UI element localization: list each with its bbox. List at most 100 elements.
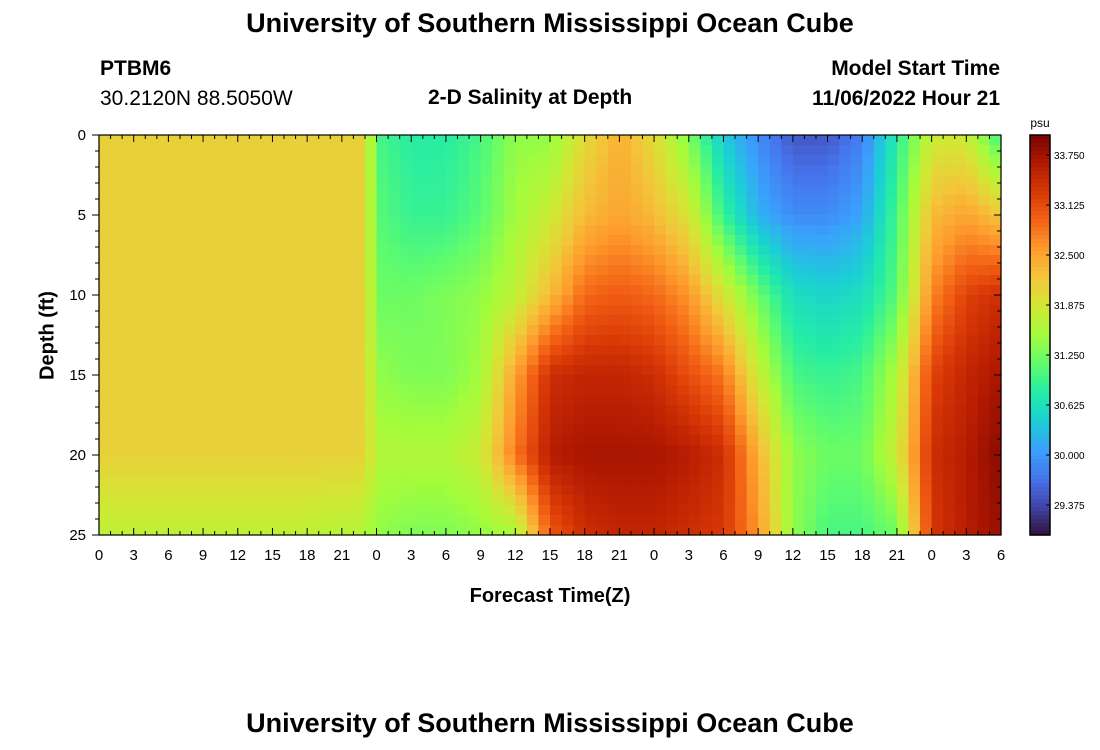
heatmap-cell	[920, 235, 933, 246]
heatmap-cell	[677, 415, 690, 426]
heatmap-cell	[168, 375, 181, 386]
heatmap-cell	[388, 285, 401, 296]
heatmap-cell	[746, 465, 759, 476]
heatmap-cell	[688, 415, 701, 426]
heatmap-cell	[711, 425, 725, 436]
heatmap-cell	[758, 355, 771, 366]
heatmap-cell	[619, 205, 632, 216]
heatmap-cell	[179, 315, 193, 326]
heatmap-cell	[445, 175, 459, 186]
colorbar-segment	[1030, 487, 1050, 492]
heatmap-cell	[318, 245, 331, 256]
heatmap-cell	[596, 185, 609, 196]
colorbar-segment	[1030, 231, 1050, 236]
heatmap-cell	[573, 405, 586, 416]
colorbar-segment	[1030, 143, 1050, 148]
heatmap-cell	[353, 295, 366, 306]
heatmap-cell	[769, 505, 782, 516]
heatmap-cell	[110, 365, 123, 376]
heatmap-cell	[318, 275, 331, 286]
heatmap-cell	[781, 155, 794, 166]
heatmap-cell	[630, 235, 644, 246]
heatmap-cell	[746, 255, 759, 266]
heatmap-cell	[434, 485, 447, 496]
heatmap-cell	[122, 465, 135, 476]
heatmap-cell	[550, 195, 563, 206]
heatmap-cell	[550, 235, 563, 246]
heatmap-cell	[526, 175, 540, 186]
heatmap-cell	[815, 395, 829, 406]
heatmap-cell	[596, 175, 609, 186]
heatmap-cell	[735, 435, 748, 446]
heatmap-cell	[376, 285, 389, 296]
heatmap-cell	[873, 455, 886, 466]
heatmap-cell	[792, 305, 806, 316]
heatmap-cell	[260, 505, 274, 516]
heatmap-cell	[422, 235, 435, 246]
heatmap-cell	[573, 155, 586, 166]
heatmap-cell	[688, 395, 701, 406]
heatmap-cell	[561, 245, 574, 256]
heatmap-cell	[688, 495, 701, 506]
heatmap-cell	[260, 285, 274, 296]
heatmap-cell	[677, 475, 690, 486]
heatmap-cell	[179, 265, 193, 276]
heatmap-cell	[341, 285, 355, 296]
heatmap-cell	[896, 275, 910, 286]
heatmap-cell	[295, 525, 308, 536]
heatmap-cell	[920, 175, 933, 186]
heatmap-cell	[272, 205, 285, 216]
heatmap-cell	[156, 435, 169, 446]
heatmap-cell	[642, 475, 655, 486]
heatmap-cell	[746, 515, 759, 526]
heatmap-cell	[515, 385, 528, 396]
heatmap-cell	[191, 295, 204, 306]
heatmap-cell	[920, 245, 933, 256]
heatmap-cell	[145, 175, 158, 186]
heatmap-cell	[630, 265, 644, 276]
heatmap-cell	[561, 145, 574, 156]
heatmap-cell	[99, 315, 112, 326]
heatmap-cell	[677, 145, 690, 156]
heatmap-cell	[422, 465, 435, 476]
heatmap-cell	[758, 265, 771, 276]
heatmap-cell	[388, 375, 401, 386]
heatmap-cell	[110, 245, 123, 256]
heatmap-cell	[492, 255, 505, 266]
heatmap-cell	[792, 145, 806, 156]
heatmap-cell	[307, 345, 320, 356]
heatmap-cell	[411, 485, 424, 496]
heatmap-cell	[584, 255, 597, 266]
heatmap-cell	[203, 275, 216, 286]
heatmap-cell	[989, 515, 1002, 526]
heatmap-cell	[735, 275, 748, 286]
heatmap-cell	[769, 225, 782, 236]
heatmap-cell	[815, 285, 829, 296]
heatmap-cell	[249, 405, 262, 416]
heatmap-cell	[896, 265, 910, 276]
heatmap-cell	[214, 445, 227, 456]
heatmap-cell	[237, 285, 250, 296]
heatmap-cell	[272, 525, 285, 536]
heatmap-cell	[804, 215, 817, 226]
heatmap-cell	[550, 465, 563, 476]
heatmap-cell	[804, 335, 817, 346]
heatmap-cell	[445, 285, 459, 296]
heatmap-cell	[110, 255, 123, 266]
heatmap-cell	[99, 205, 112, 216]
heatmap-cell	[619, 175, 632, 186]
heatmap-cell	[896, 455, 910, 466]
heatmap-cell	[792, 335, 806, 346]
heatmap-cell	[561, 385, 574, 396]
heatmap-cell	[353, 505, 366, 516]
heatmap-cell	[156, 295, 169, 306]
heatmap-cell	[526, 485, 540, 496]
heatmap-cell	[781, 315, 794, 326]
heatmap-cell	[249, 455, 262, 466]
heatmap-cell	[214, 205, 227, 216]
heatmap-cell	[781, 475, 794, 486]
heatmap-cell	[711, 375, 725, 386]
heatmap-cell	[168, 415, 181, 426]
heatmap-cell	[573, 245, 586, 256]
heatmap-cell	[515, 185, 528, 196]
